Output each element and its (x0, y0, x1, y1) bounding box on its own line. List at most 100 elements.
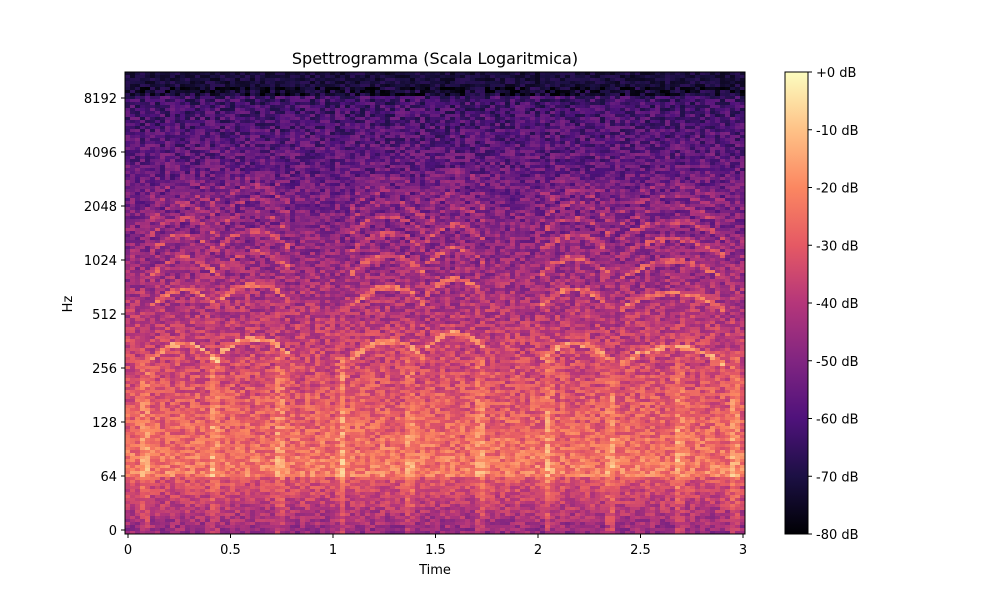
heatmap-cell (140, 510, 146, 514)
heatmap-cell (205, 234, 211, 238)
heatmap-cell (130, 195, 136, 199)
heatmap-cell (190, 294, 196, 298)
heatmap-cell (225, 84, 231, 88)
heatmap-cell (125, 441, 131, 445)
heatmap-cell (230, 315, 236, 319)
heatmap-cell (125, 480, 131, 484)
heatmap-cell (245, 225, 251, 229)
heatmap-cell (215, 78, 221, 82)
heatmap-cell (235, 237, 241, 241)
heatmap-cell (245, 348, 251, 352)
heatmap-cell (165, 507, 171, 511)
heatmap-cell (140, 90, 146, 94)
heatmap-cell (190, 189, 196, 193)
heatmap-cell (205, 342, 211, 346)
heatmap-cell (235, 147, 241, 151)
heatmap-cell (265, 525, 271, 529)
heatmap-cell (225, 249, 231, 253)
heatmap-cell (185, 477, 191, 481)
heatmap-cell (225, 423, 231, 427)
heatmap-cell (145, 489, 151, 493)
heatmap-cell (145, 114, 151, 118)
heatmap-cell (215, 231, 221, 235)
heatmap-cell (175, 453, 181, 457)
heatmap-cell (135, 324, 141, 328)
heatmap-cell (185, 501, 191, 505)
heatmap-cell (170, 171, 176, 175)
heatmap-cell (275, 510, 281, 514)
heatmap-cell (220, 237, 226, 241)
heatmap-cell (160, 456, 166, 460)
heatmap-cell (195, 447, 201, 451)
heatmap-cell (235, 183, 241, 187)
heatmap-cell (225, 312, 231, 316)
heatmap-cell (245, 513, 251, 517)
heatmap-cell (155, 300, 161, 304)
heatmap-cell (195, 441, 201, 445)
heatmap-cell (255, 108, 261, 112)
heatmap-cell (175, 123, 181, 127)
heatmap-cell (155, 414, 161, 418)
heatmap-cell (160, 321, 166, 325)
heatmap-cell (200, 495, 206, 499)
heatmap-cell (145, 279, 151, 283)
heatmap-cell (160, 306, 166, 310)
heatmap-cell (240, 375, 246, 379)
heatmap-cell (170, 468, 176, 472)
heatmap-cell (145, 486, 151, 490)
heatmap-cell (150, 147, 156, 151)
heatmap-cell (140, 309, 146, 313)
heatmap-cell (135, 294, 141, 298)
heatmap-cell (175, 216, 181, 220)
heatmap-cell (245, 186, 251, 190)
heatmap-cell (200, 294, 206, 298)
heatmap-cell (235, 177, 241, 181)
heatmap-cell (130, 330, 136, 334)
heatmap-cell (160, 405, 166, 409)
heatmap-cell (205, 81, 211, 85)
heatmap-cell (205, 480, 211, 484)
heatmap-cell (230, 330, 236, 334)
heatmap-cell (245, 231, 251, 235)
heatmap-cell (175, 87, 181, 91)
heatmap-cell (225, 183, 231, 187)
heatmap-cell (235, 273, 241, 277)
heatmap-cell (275, 504, 281, 508)
heatmap-cell (220, 471, 226, 475)
heatmap-cell (155, 483, 161, 487)
heatmap-cell (160, 531, 166, 535)
heatmap-cell (140, 354, 146, 358)
heatmap-cell (145, 135, 151, 139)
heatmap-cell (220, 126, 226, 130)
heatmap-cell (165, 273, 171, 277)
heatmap-cell (260, 516, 266, 520)
heatmap-cell (270, 114, 276, 118)
heatmap-cell (265, 351, 271, 355)
heatmap-cell (135, 504, 141, 508)
heatmap-cell (205, 240, 211, 244)
heatmap-cell (145, 189, 151, 193)
heatmap-cell (195, 474, 201, 478)
heatmap-cell (260, 336, 266, 340)
heatmap-cell (205, 456, 211, 460)
heatmap-cell (140, 276, 146, 280)
heatmap-cell (220, 165, 226, 169)
heatmap-cell (215, 126, 221, 130)
heatmap-cell (185, 378, 191, 382)
heatmap-cell (260, 258, 266, 262)
heatmap-cell (225, 381, 231, 385)
heatmap-cell (135, 366, 141, 370)
heatmap-cell (255, 342, 261, 346)
heatmap-cell (255, 177, 261, 181)
heatmap-cell (160, 519, 166, 523)
heatmap-cell (210, 138, 216, 142)
heatmap-cell (260, 378, 266, 382)
heatmap-cell (175, 126, 181, 130)
heatmap-cell (260, 510, 266, 514)
heatmap-cell (140, 315, 146, 319)
heatmap-cell (195, 519, 201, 523)
heatmap-cell (260, 153, 266, 157)
heatmap-cell (170, 444, 176, 448)
heatmap-cell (235, 126, 241, 130)
heatmap-cell (265, 237, 271, 241)
